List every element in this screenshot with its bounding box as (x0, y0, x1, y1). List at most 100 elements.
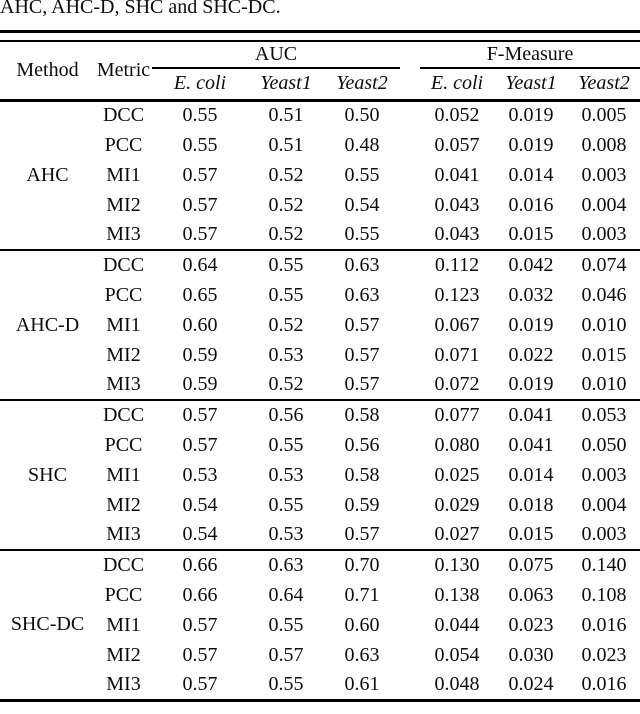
table-row: MI1 0.57 0.55 0.60 0.044 0.023 0.016 (0, 610, 640, 640)
value-cell: 0.50 (344, 104, 380, 127)
value-cell: 0.044 (434, 613, 480, 636)
method-group: AHC DCC 0.55 0.51 0.50 0.052 0.019 0.005 PCC 0.55… (0, 100, 640, 250)
metric-cell: DCC (102, 104, 145, 127)
value-cell: 0.022 (508, 343, 554, 366)
value-cell: 0.138 (434, 583, 480, 606)
column-gap (400, 310, 420, 340)
value-cell: 0.010 (581, 313, 627, 336)
value-cell: 0.023 (508, 613, 554, 636)
value-cell: 0.004 (581, 493, 627, 516)
value-cell: 0.54 (344, 193, 380, 216)
method-cell: AHC (26, 163, 69, 186)
table-row: SHC-DC DCC 0.66 0.63 0.70 0.130 0.075 0.140 (0, 550, 640, 635)
value-cell: 0.019 (508, 133, 554, 156)
subheader-auc-yeast2: Yeast2 (336, 72, 388, 95)
metric-cell: MI2 (106, 493, 141, 516)
header-group-auc: AUC (152, 42, 400, 69)
value-cell: 0.030 (508, 643, 554, 666)
value-cell: 0.005 (581, 104, 627, 127)
value-cell: 0.041 (508, 404, 554, 426)
metric-cell: DCC (102, 554, 145, 576)
value-cell: 0.55 (268, 433, 304, 456)
value-cell: 0.53 (268, 523, 304, 545)
value-cell: 0.019 (508, 373, 554, 395)
table-caption: AHC, AHC-D, SHC and SHC-DC. (0, 0, 281, 18)
value-cell: 0.57 (344, 523, 380, 545)
column-gap (400, 250, 420, 280)
value-cell: 0.029 (434, 493, 480, 516)
value-cell: 0.53 (268, 463, 304, 486)
column-gap (400, 340, 420, 370)
table-row: PCC 0.65 0.55 0.63 0.123 0.032 0.046 (0, 280, 640, 310)
value-cell: 0.63 (344, 254, 380, 276)
value-cell: 0.080 (434, 433, 480, 456)
value-cell: 0.52 (268, 313, 304, 336)
value-cell: 0.55 (268, 283, 304, 306)
value-cell: 0.016 (581, 613, 627, 636)
value-cell: 0.57 (344, 373, 380, 395)
value-cell: 0.57 (182, 433, 218, 456)
value-cell: 0.64 (268, 583, 304, 606)
table-row: AHC-D DCC 0.64 0.55 0.63 0.112 0.042 0.074 (0, 250, 640, 336)
value-cell: 0.58 (344, 463, 380, 486)
metric-cell: DCC (102, 404, 145, 426)
table-top-double-rule (0, 30, 640, 42)
subheader-fmeasure-ecoli: E. coli (430, 72, 484, 95)
value-cell: 0.077 (434, 404, 480, 426)
value-cell: 0.57 (268, 643, 304, 666)
table-row: SHC DCC 0.57 0.56 0.58 0.077 0.041 0.053 (0, 400, 640, 486)
subheader-auc-yeast1: Yeast1 (260, 72, 312, 95)
value-cell: 0.55 (182, 133, 218, 156)
value-cell: 0.71 (344, 583, 380, 606)
table-row: MI3 0.54 0.53 0.57 0.027 0.015 0.003 (0, 520, 640, 550)
metric-cell: MI1 (106, 463, 141, 486)
value-cell: 0.60 (182, 313, 218, 336)
metric-cell: MI3 (106, 223, 141, 245)
method-group: SHC-DC DCC 0.66 0.63 0.70 0.130 0.075 0.140 PCC 0… (0, 550, 640, 700)
value-cell: 0.66 (182, 583, 218, 606)
value-cell: 0.003 (581, 163, 627, 186)
value-cell: 0.063 (508, 583, 554, 606)
value-cell: 0.008 (581, 133, 627, 156)
column-gap (400, 520, 420, 550)
value-cell: 0.054 (434, 643, 480, 666)
method-cell: SHC (28, 463, 67, 486)
metric-cell: PCC (104, 283, 143, 306)
table-row: MI1 0.53 0.53 0.58 0.025 0.014 0.003 (0, 460, 640, 490)
column-gap (400, 280, 420, 310)
value-cell: 0.052 (434, 104, 480, 127)
value-cell: 0.057 (434, 133, 480, 156)
header-group-fmeasure: F-Measure (420, 42, 640, 69)
value-cell: 0.64 (182, 254, 218, 276)
table-row: MI1 0.60 0.52 0.57 0.067 0.019 0.010 (0, 310, 640, 340)
value-cell: 0.55 (344, 223, 380, 245)
value-cell: 0.043 (434, 223, 480, 245)
value-cell: 0.59 (182, 373, 218, 395)
column-gap (400, 100, 420, 130)
table-row: PCC 0.57 0.55 0.56 0.080 0.041 0.050 (0, 430, 640, 460)
value-cell: 0.027 (434, 523, 480, 545)
value-cell: 0.016 (581, 672, 627, 695)
value-cell: 0.015 (508, 523, 554, 545)
value-cell: 0.51 (268, 133, 304, 156)
column-gap (400, 670, 420, 700)
table-row: MI2 0.59 0.53 0.57 0.071 0.022 0.015 (0, 340, 640, 370)
value-cell: 0.071 (434, 343, 480, 366)
value-cell: 0.075 (508, 554, 554, 576)
metric-cell: MI2 (106, 343, 141, 366)
value-cell: 0.58 (344, 404, 380, 426)
value-cell: 0.53 (182, 463, 218, 486)
value-cell: 0.018 (508, 493, 554, 516)
value-cell: 0.024 (508, 672, 554, 695)
subheader-fmeasure-yeast1: Yeast1 (505, 72, 557, 95)
column-gap (400, 220, 420, 250)
value-cell: 0.57 (182, 672, 218, 695)
value-cell: 0.108 (581, 583, 627, 606)
value-cell: 0.57 (182, 163, 218, 186)
table-row: PCC 0.55 0.51 0.48 0.057 0.019 0.008 (0, 130, 640, 160)
value-cell: 0.016 (508, 193, 554, 216)
value-cell: 0.70 (344, 554, 380, 576)
value-cell: 0.55 (268, 613, 304, 636)
column-gap (400, 130, 420, 160)
column-gap (400, 430, 420, 460)
